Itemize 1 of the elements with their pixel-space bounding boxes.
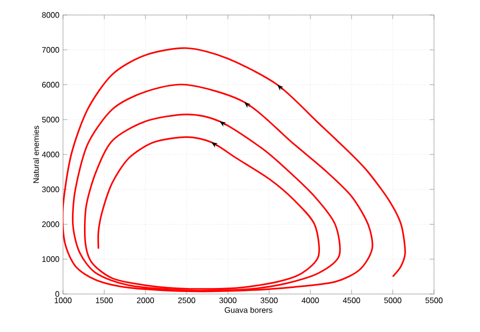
line-series bbox=[63, 47, 406, 292]
